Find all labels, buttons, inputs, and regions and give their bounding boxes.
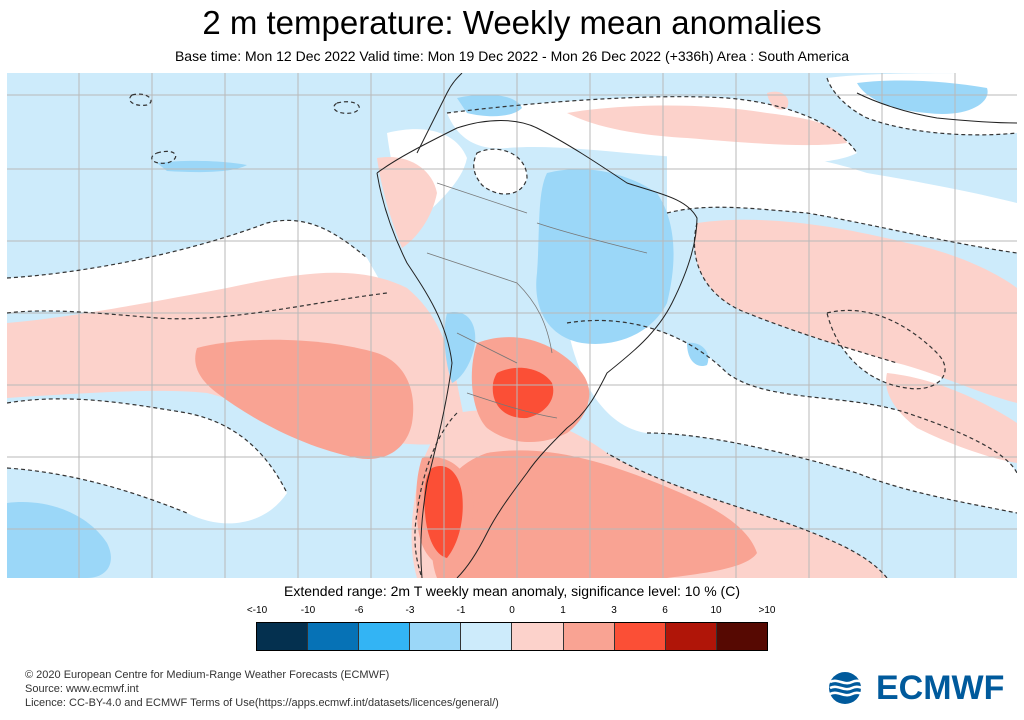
legend-tick: 0 bbox=[509, 605, 515, 616]
legend-swatch bbox=[716, 623, 767, 650]
legend-title: Extended range: 2m T weekly mean anomaly… bbox=[283, 583, 740, 599]
lat-lon-grid bbox=[7, 73, 1017, 578]
legend-swatch bbox=[563, 623, 615, 650]
legend-swatch bbox=[512, 623, 564, 650]
legend-tick: -10 bbox=[300, 605, 316, 616]
country-borders bbox=[426, 182, 648, 419]
legend-tick: 3 bbox=[611, 605, 617, 616]
legend-tick: 6 bbox=[662, 605, 668, 616]
footer: © 2020 European Centre for Medium-Range … bbox=[25, 668, 499, 710]
ecmwf-logo-text: ECMWF bbox=[876, 668, 1005, 707]
legend-tick: 10 bbox=[710, 605, 722, 616]
legend-tick: 1 bbox=[560, 605, 566, 616]
legend-colorbar bbox=[256, 622, 768, 651]
legend-tick: >10 bbox=[758, 605, 776, 616]
legend-swatch bbox=[257, 623, 309, 650]
legend-swatch bbox=[614, 623, 666, 650]
copyright-text: © 2020 European Centre for Medium-Range … bbox=[25, 669, 390, 681]
legend-swatch bbox=[410, 623, 462, 650]
legend-tick: -1 bbox=[456, 605, 466, 616]
legend-tick: -6 bbox=[354, 605, 364, 616]
legend-swatch bbox=[665, 623, 717, 650]
coastline bbox=[376, 73, 1017, 578]
significance-contours bbox=[7, 77, 1017, 578]
legend-swatch bbox=[308, 623, 360, 650]
legend-swatch bbox=[359, 623, 411, 650]
legend-swatch bbox=[461, 623, 513, 650]
licence-text: Licence: CC-BY-4.0 and ECMWF Terms of Us… bbox=[25, 697, 499, 709]
anomaly-map bbox=[7, 73, 1017, 578]
legend-tick: <-10 bbox=[246, 605, 268, 616]
map-title: 2 m temperature: Weekly mean anomalies bbox=[202, 4, 822, 41]
anomaly-map-svg bbox=[7, 73, 1017, 578]
map-subtitle: Base time: Mon 12 Dec 2022 Valid time: M… bbox=[174, 48, 850, 64]
source-text: Source: www.ecmwf.int bbox=[25, 683, 139, 695]
legend-tick: -3 bbox=[405, 605, 415, 616]
ecmwf-logo: ECMWF bbox=[828, 668, 1008, 707]
ecmwf-logo-icon bbox=[829, 672, 872, 704]
legend-ticks: <-10 -10 -6 -3 -1 0 1 3 6 10 >10 bbox=[230, 605, 790, 619]
